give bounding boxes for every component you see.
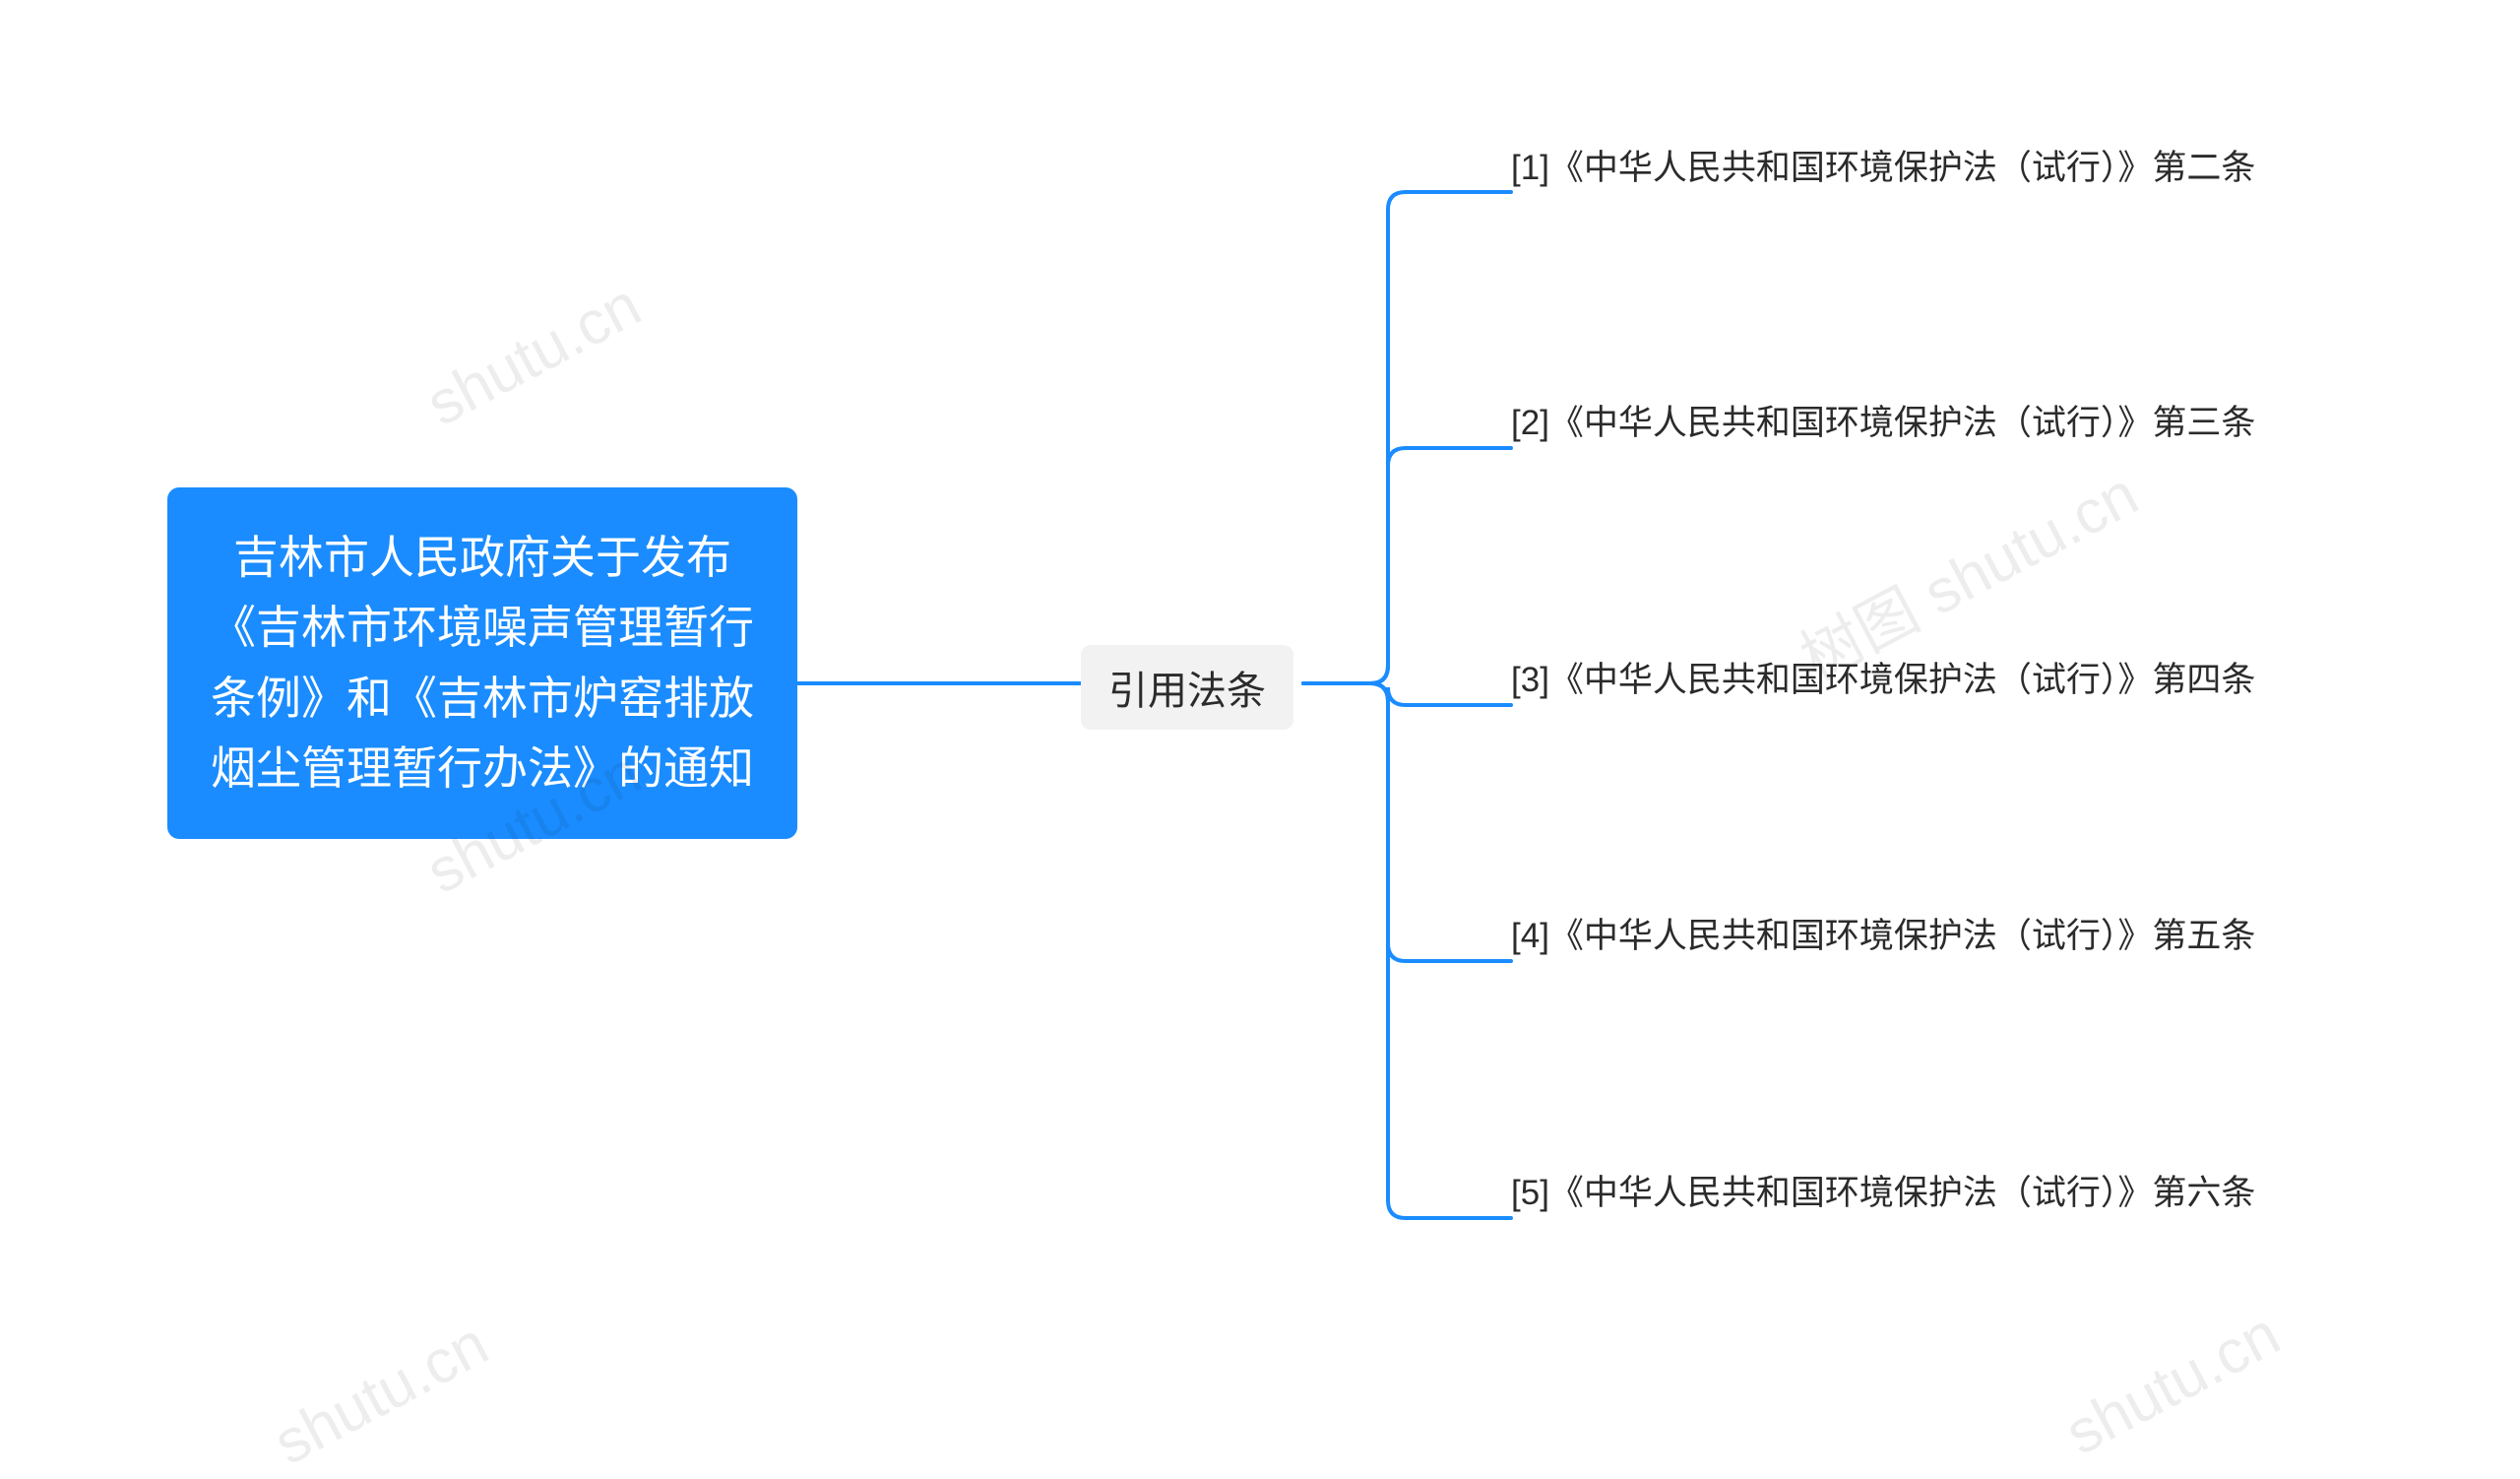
watermark: shutu.cn <box>2054 1299 2291 1469</box>
watermark: shutu.cn <box>263 1309 499 1479</box>
leaf-node[interactable]: [2]《中华人民共和国环境保护法（试行）》第三条 <box>1511 398 2255 450</box>
leaf-node[interactable]: [1]《中华人民共和国环境保护法（试行）》第二条 <box>1511 143 2255 195</box>
leaf-node[interactable]: [5]《中华人民共和国环境保护法（试行）》第六条 <box>1511 1168 2255 1220</box>
leaf-node[interactable]: [3]《中华人民共和国环境保护法（试行）》第四条 <box>1511 655 2255 707</box>
watermark: shutu.cn <box>415 270 652 440</box>
leaf-node-text: [3]《中华人民共和国环境保护法（试行）》第四条 <box>1511 661 2255 699</box>
leaf-node-text: [5]《中华人民共和国环境保护法（试行）》第六条 <box>1511 1174 2255 1212</box>
leaf-node-text: [1]《中华人民共和国环境保护法（试行）》第二条 <box>1511 149 2255 187</box>
sub-node[interactable]: 引用法条 <box>1081 645 1293 730</box>
root-node[interactable]: 吉林市人民政府关于发布《吉林市环境噪声管理暂行条例》和《吉林市炉窑排放烟尘管理暂… <box>167 487 797 839</box>
leaf-node[interactable]: [4]《中华人民共和国环境保护法（试行）》第五条 <box>1511 911 2255 963</box>
leaf-node-text: [4]《中华人民共和国环境保护法（试行）》第五条 <box>1511 917 2255 955</box>
sub-node-text: 引用法条 <box>1108 670 1266 713</box>
mindmap-canvas: 吉林市人民政府关于发布《吉林市环境噪声管理暂行条例》和《吉林市炉窑排放烟尘管理暂… <box>0 0 2520 1437</box>
root-node-text: 吉林市人民政府关于发布《吉林市环境噪声管理暂行条例》和《吉林市炉窑排放烟尘管理暂… <box>211 532 754 794</box>
leaf-node-text: [2]《中华人民共和国环境保护法（试行）》第三条 <box>1511 404 2255 442</box>
